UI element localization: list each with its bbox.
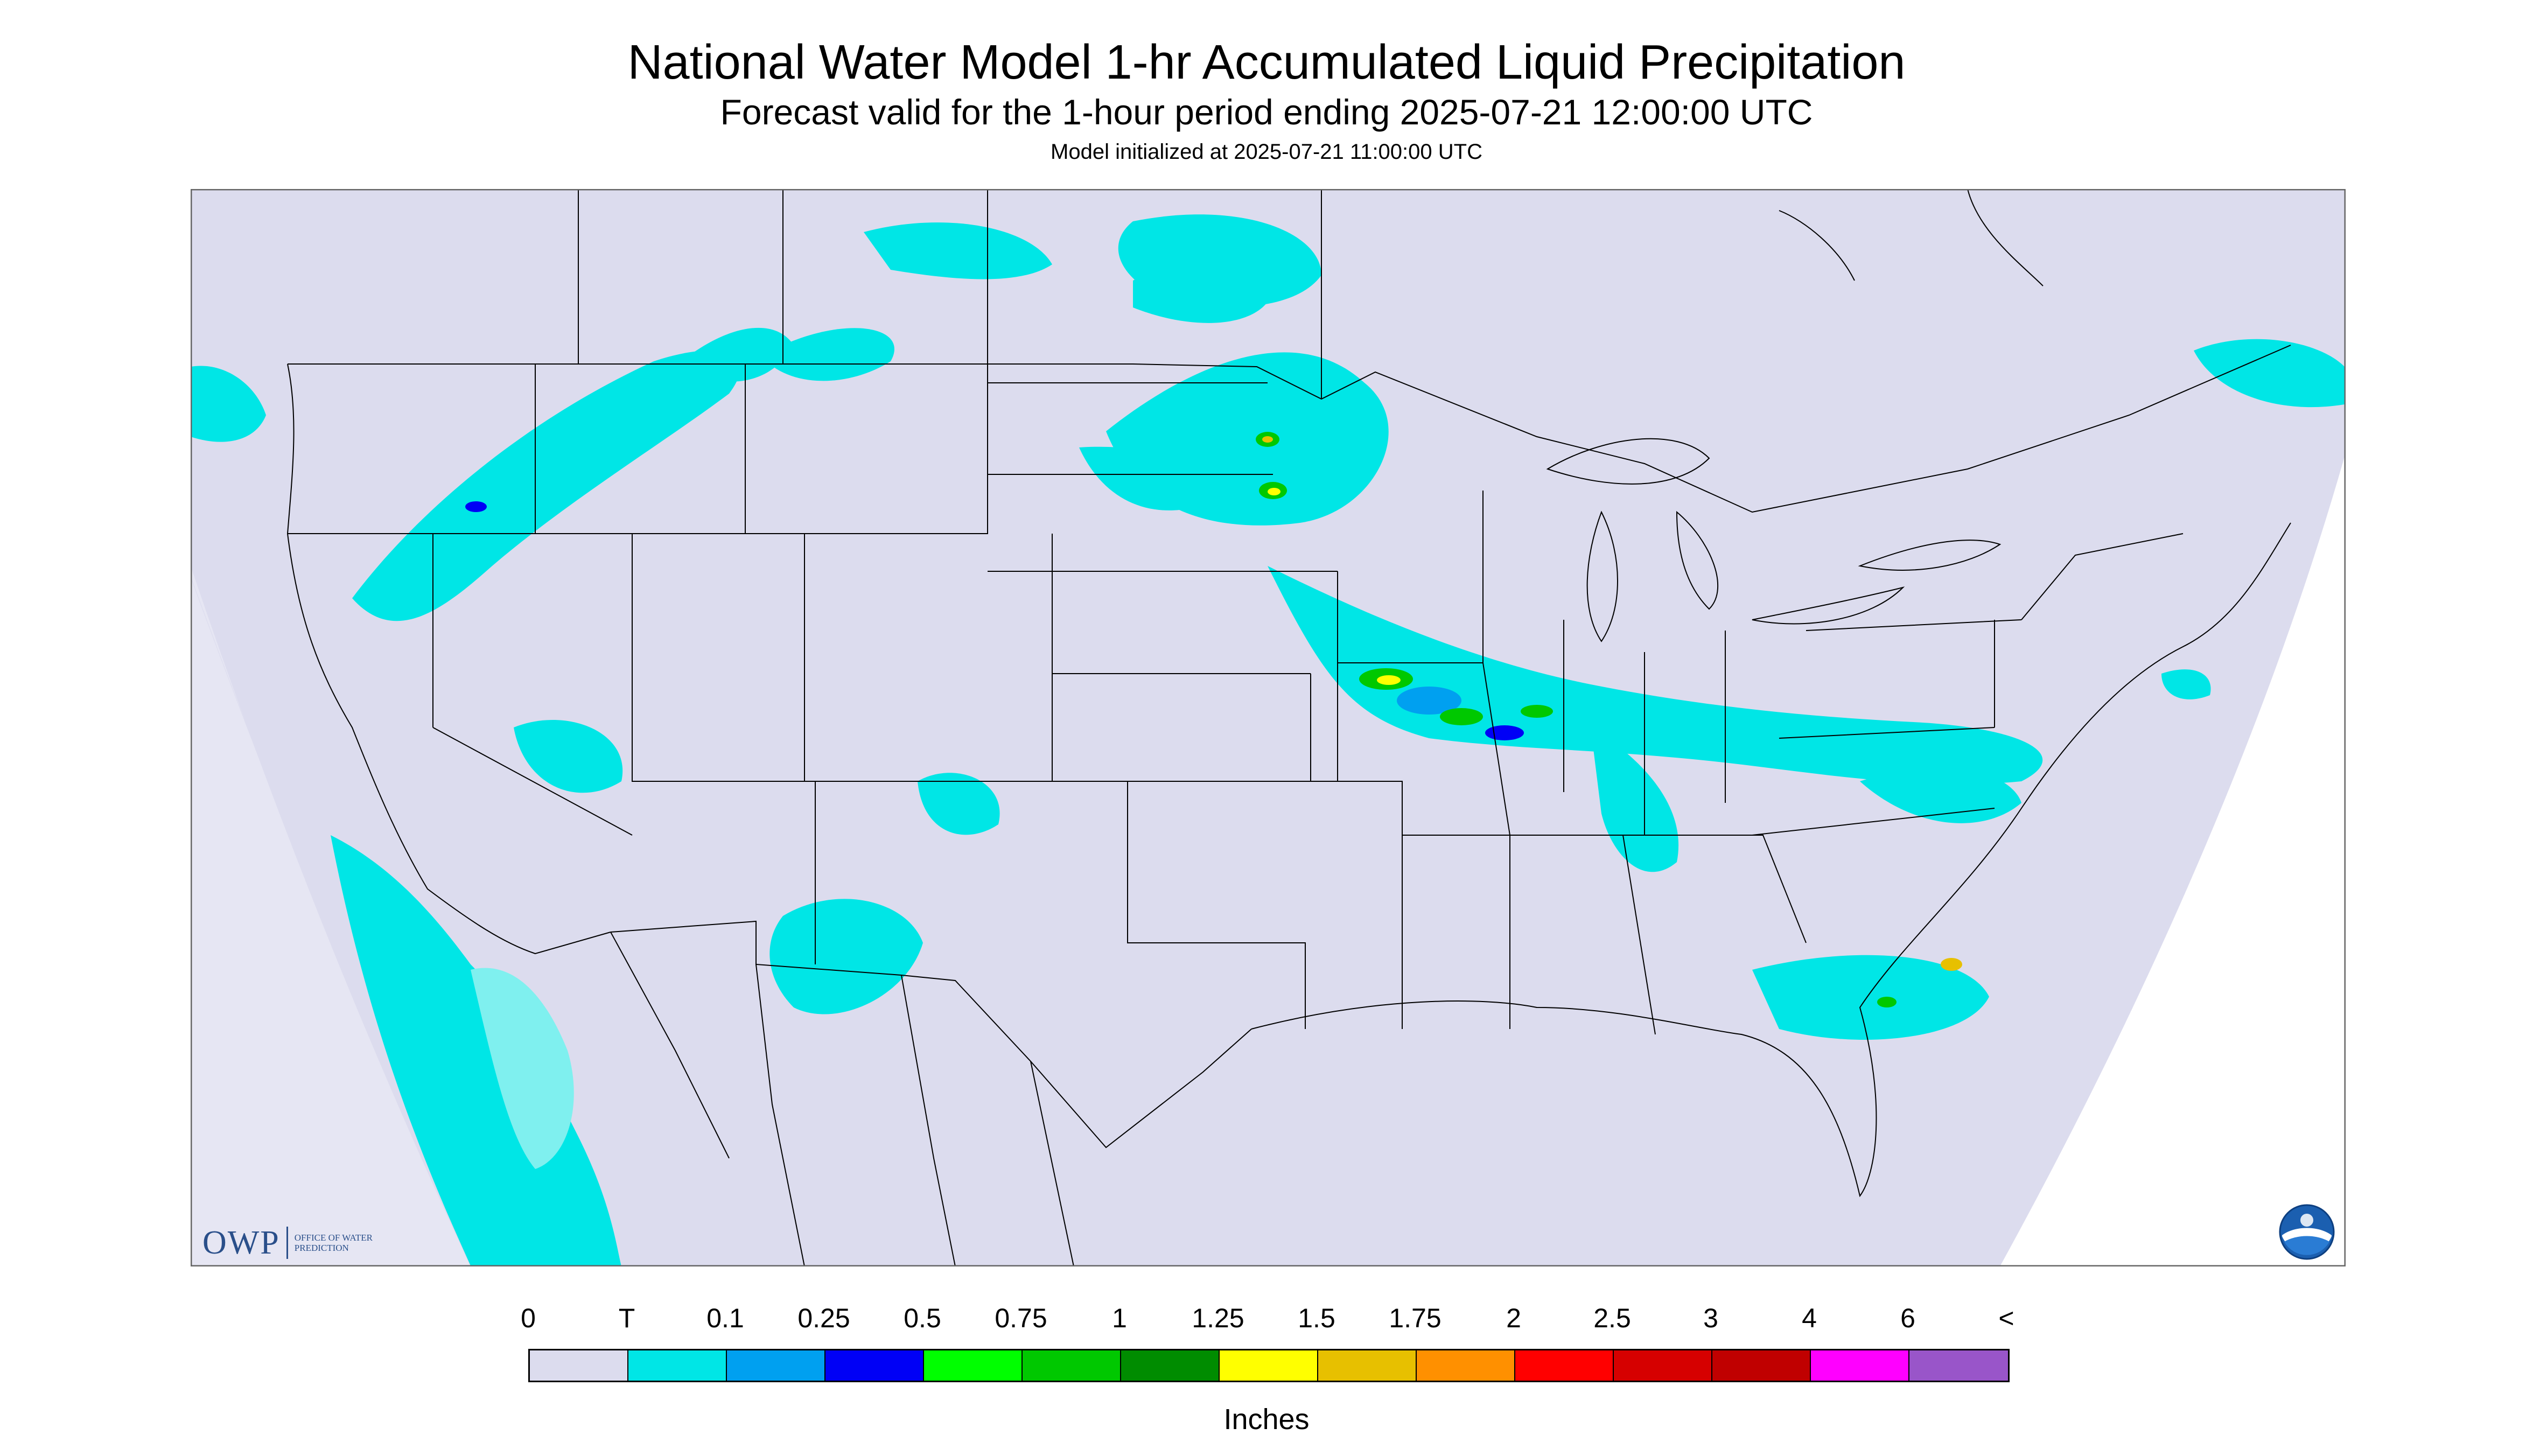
map-boundaries bbox=[286, 189, 2291, 1266]
legend-swatch bbox=[1220, 1350, 1318, 1381]
legend-tick-label: 3 bbox=[1703, 1303, 1718, 1333]
legend-tick-label: 1.25 bbox=[1192, 1303, 1244, 1333]
legend-swatch bbox=[1318, 1350, 1417, 1381]
legend-swatch bbox=[1023, 1350, 1121, 1381]
legend-tick-label: < bbox=[1998, 1303, 2014, 1333]
legend-tick-label: 0 bbox=[521, 1303, 536, 1333]
legend-swatch bbox=[1614, 1350, 1712, 1381]
legend-tick-label: 1.75 bbox=[1389, 1303, 1442, 1333]
legend-tick-label: 4 bbox=[1802, 1303, 1817, 1333]
legend-swatch bbox=[1811, 1350, 1909, 1381]
model-init-line: Model initialized at 2025-07-21 11:00:00… bbox=[1051, 140, 1482, 164]
precip-pacific bbox=[191, 366, 621, 1266]
legend-tick-label: 2 bbox=[1506, 1303, 1521, 1333]
legend-swatch bbox=[530, 1350, 628, 1381]
owp-logo-divider bbox=[286, 1227, 288, 1259]
precip-pacific-northwest bbox=[352, 327, 894, 621]
map-subtitle: Forecast valid for the 1-hour period end… bbox=[720, 92, 1813, 132]
domain-edge-east bbox=[2000, 453, 2346, 1266]
legend-swatch bbox=[825, 1350, 924, 1381]
legend-swatch bbox=[1417, 1350, 1515, 1381]
legend-tick-label: T bbox=[618, 1303, 635, 1333]
legend-tick-label: 0.5 bbox=[904, 1303, 941, 1333]
legend-tick-label: 0.75 bbox=[995, 1303, 1047, 1333]
legend-tick-label: 0.1 bbox=[706, 1303, 744, 1333]
legend-swatch bbox=[1121, 1350, 1220, 1381]
legend-tick-label: 1 bbox=[1112, 1303, 1127, 1333]
map-frame bbox=[191, 189, 2346, 1266]
owp-logo-text: Office of Water Prediction bbox=[294, 1233, 373, 1253]
legend-swatch bbox=[628, 1350, 727, 1381]
legend-tick-label: 0.25 bbox=[797, 1303, 850, 1333]
owp-logo-mark: OWP bbox=[202, 1224, 280, 1261]
legend-swatch bbox=[924, 1350, 1023, 1381]
legend-tick-label: 2.5 bbox=[1593, 1303, 1631, 1333]
legend-units: Inches bbox=[1223, 1403, 1310, 1436]
legend-color-bar bbox=[528, 1349, 2010, 1382]
precipitation-map bbox=[191, 189, 2346, 1266]
legend-swatch bbox=[1909, 1350, 2008, 1381]
precip-southwest bbox=[514, 720, 1000, 1014]
legend-tick-label: 1.5 bbox=[1298, 1303, 1335, 1333]
domain-outside-west bbox=[191, 566, 471, 1266]
precip-northern-plains bbox=[864, 214, 1389, 526]
map-title: National Water Model 1-hr Accumulated Li… bbox=[627, 36, 1906, 89]
legend-tick-label: 6 bbox=[1900, 1303, 1915, 1333]
noaa-logo bbox=[2279, 1204, 2335, 1260]
map-canvas bbox=[191, 189, 2346, 1266]
legend-swatch bbox=[727, 1350, 825, 1381]
coastline-north bbox=[1779, 189, 2044, 286]
legend-swatch bbox=[1712, 1350, 1811, 1381]
legend-swatch bbox=[1515, 1350, 1614, 1381]
owp-logo: OWP Office of Water Prediction bbox=[202, 1221, 375, 1264]
